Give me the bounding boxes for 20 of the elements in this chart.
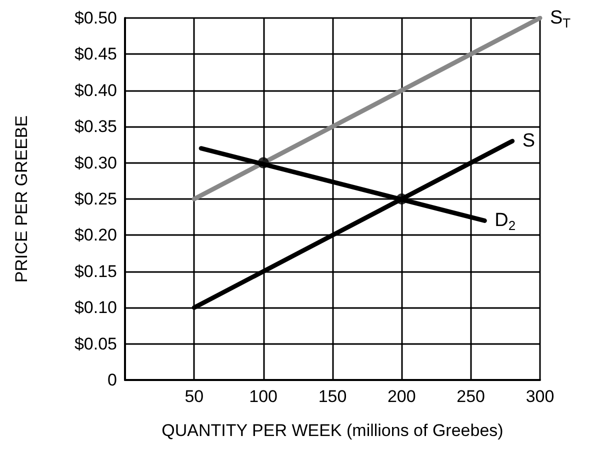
y-tick-label: $0.10 [74,298,117,318]
x-axis-title: QUANTITY PER WEEK (millions of Greebes) [162,421,504,440]
y-tick-label: $0.25 [74,190,117,208]
y-tick-label: 0 [108,370,117,390]
x-tick-label: 100 [249,387,278,406]
y-axis-title: PRICE PER GREEBE [12,115,31,283]
x-tick-label: 50 [184,387,204,406]
y-tick-label: $0.45 [74,44,117,64]
x-tick-label: 300 [526,387,554,406]
y-tick-label: $0.40 [74,80,117,100]
y-tick-label: $0.15 [74,262,117,281]
x-tick-label: 250 [456,387,486,406]
y-tick-label: $0.50 [74,8,117,28]
x-tick-label: 200 [387,387,416,406]
x-tick-label: 150 [318,387,347,406]
y-tick-label: $0.05 [74,334,117,354]
y-tick-label: $0.35 [74,117,117,136]
y-tick-label: $0.30 [74,153,117,172]
y-tick-label: $0.20 [74,226,117,245]
series-label: S [522,130,536,152]
